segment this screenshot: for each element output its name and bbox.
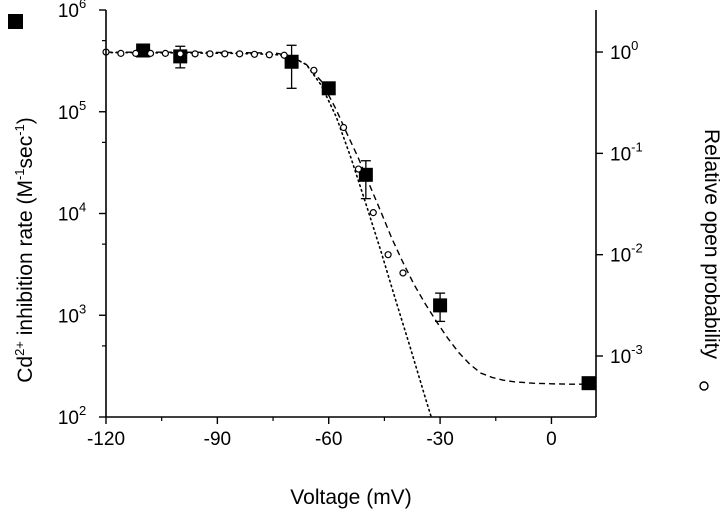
data-point-circle <box>146 49 155 57</box>
data-point-circle <box>236 50 244 58</box>
data-point-circle <box>354 165 363 173</box>
dashed-fit-line <box>106 51 589 385</box>
data-markers <box>102 43 596 391</box>
axis-labels: Voltage (mV) Cd2+ inhibition rate (M-1sec… <box>8 14 720 509</box>
data-point-square <box>321 81 336 96</box>
x-tick-label: -90 <box>204 429 231 450</box>
data-point-square <box>358 167 373 182</box>
data-point-square <box>136 43 151 58</box>
data-point-circle <box>399 269 407 277</box>
data-point-circle <box>206 50 214 58</box>
right-tick-label: 10-3 <box>610 342 643 368</box>
x-tick-label: -30 <box>426 429 453 450</box>
left-tick-label: 103 <box>58 301 86 327</box>
fit-lines <box>106 51 589 417</box>
dotted-fit-line <box>106 51 433 417</box>
right-tick-label: 10-2 <box>610 241 643 267</box>
left-tick-label: 106 <box>58 0 86 22</box>
data-point-circle <box>117 49 125 57</box>
data-point-circle <box>250 50 259 58</box>
left-tick-label: 104 <box>58 200 86 226</box>
right-axis-title: Relative open probability <box>700 129 720 359</box>
right-axis-legend-circle <box>699 381 709 391</box>
data-point-circle <box>265 51 273 59</box>
data-point-circle <box>369 209 377 217</box>
right-tick-label: 10-1 <box>610 139 643 165</box>
left-tick-label: 102 <box>58 403 86 429</box>
axes: -120 -90 -60 -30 0 102 103 104 105 106 100 10-1 10-2… <box>58 0 643 450</box>
data-point-square <box>284 54 299 69</box>
data-point-circle <box>310 66 318 74</box>
error-bars <box>175 44 446 323</box>
x-tick-label: 0 <box>546 429 557 450</box>
data-point-square <box>433 298 448 313</box>
data-point-square <box>581 376 596 391</box>
data-point-circle <box>191 50 199 58</box>
data-point-circle <box>384 251 392 259</box>
right-tick-label: 100 <box>610 38 638 64</box>
left-tick-label: 105 <box>58 98 86 124</box>
x-axis-title: Voltage (mV) <box>290 486 411 509</box>
data-point-circle <box>221 50 229 58</box>
data-point-circle <box>280 51 288 59</box>
data-point-circle <box>176 50 184 58</box>
data-point-circle <box>161 49 169 57</box>
x-tick-label: -120 <box>87 429 125 450</box>
left-axis-legend-square <box>8 14 23 29</box>
left-axis-title: Cd2+ inhibition rate (M-1sec-1) <box>12 117 37 383</box>
data-point-circle <box>339 123 348 132</box>
x-tick-label: -60 <box>315 429 342 450</box>
data-point-circle <box>132 49 140 57</box>
